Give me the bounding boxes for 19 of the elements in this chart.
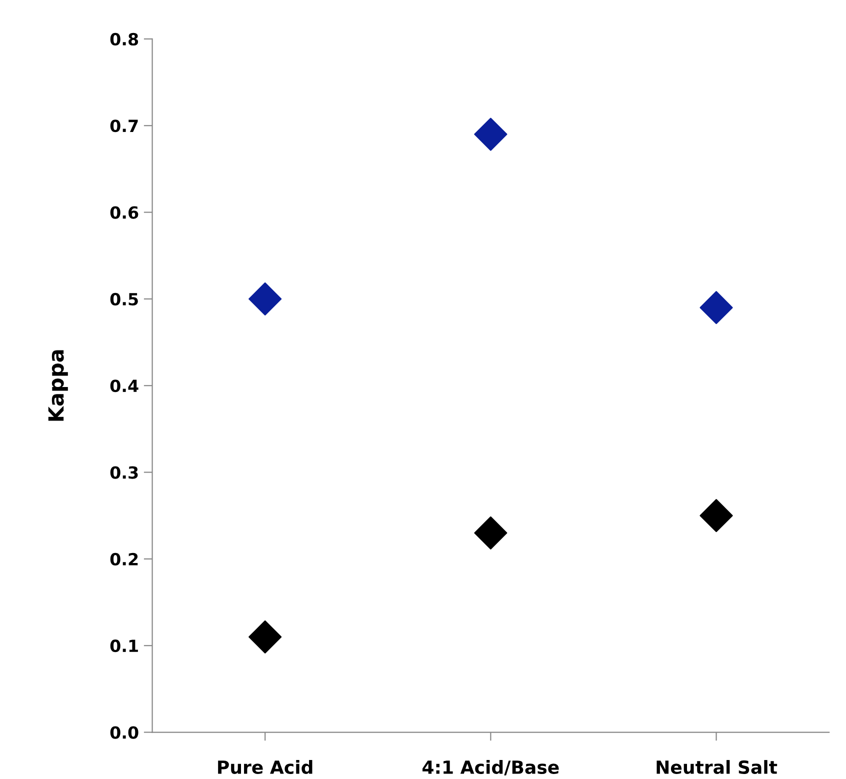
point — [474, 516, 508, 550]
y-tick-label: 0.8 — [110, 32, 138, 46]
x-tick-label: 4:1 Acid/Base — [422, 760, 559, 776]
x-tick-label: Pure Acid — [218, 760, 312, 774]
y-tick-label: 0.4 — [110, 380, 138, 392]
y-tick-label: 0.1 — [110, 640, 138, 652]
point — [248, 282, 282, 316]
y-axis-title: Kappa — [48, 350, 68, 421]
x-tick-label: Neutral Salt — [656, 760, 778, 774]
point — [474, 118, 508, 151]
y-tick-label: 0.2 — [110, 552, 138, 566]
y-tick-label: 0.0 — [110, 726, 138, 739]
point — [248, 620, 282, 654]
y-tick-label: 0.7 — [110, 120, 138, 132]
point — [700, 499, 733, 532]
point — [700, 291, 733, 324]
y-tick-label: 0.3 — [110, 466, 138, 479]
y-tick-label: 0.5 — [110, 292, 138, 306]
y-tick-label: 0.6 — [110, 206, 138, 219]
